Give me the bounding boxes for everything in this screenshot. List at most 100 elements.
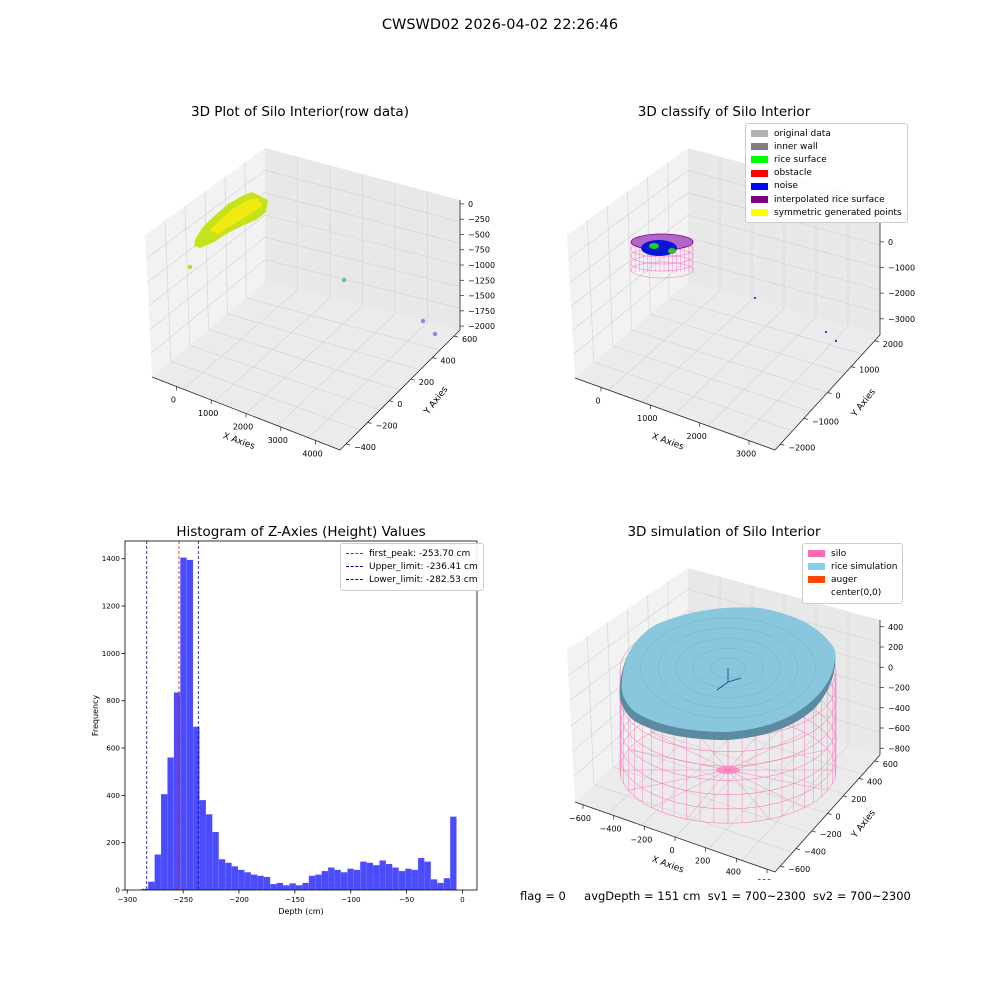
sim-auger [716, 681, 729, 691]
sim-rice-mesh-line [640, 617, 816, 719]
histogram-legend-item: first_peak: -253.70 cm [346, 547, 478, 560]
legend-swatch [808, 550, 825, 558]
raw-x-axis-label: X Axies [221, 431, 256, 452]
sim-y-tick-label: 200 [851, 795, 866, 804]
histogram-bar [443, 878, 451, 890]
sim-x-tick-label: 400 [726, 867, 741, 876]
sim-y-tick-label: −200 [820, 830, 842, 839]
histogram-bar [193, 726, 200, 890]
histogram-bar [405, 868, 412, 890]
raw-y-tick [410, 378, 415, 381]
histogram-bar [141, 888, 149, 890]
sim-floor-spoke [727, 769, 770, 820]
histogram-bar [392, 867, 399, 890]
histogram-x-tick-label: −100 [341, 895, 361, 904]
raw-z-tick-label: −1750 [468, 307, 495, 316]
histogram-bar [302, 882, 309, 890]
histogram-bar [373, 865, 380, 890]
histogram-bar [430, 879, 438, 890]
sim-z-tick-label: −400 [888, 704, 910, 713]
cls-rice-surface-cluster [649, 243, 659, 249]
cls-floor-pane [575, 282, 880, 450]
figure-title: CWSWD02 2026-04-02 22:26:46 [381, 17, 619, 33]
histogram-bar [334, 869, 341, 890]
raw-x-tick-label: 4000 [302, 450, 322, 459]
histogram-legend-item: Upper_limit: -236.41 cm [346, 560, 478, 573]
histogram-bar [167, 757, 174, 890]
legend-label: interpolated rice surface [774, 194, 885, 205]
histogram-bar [276, 882, 284, 890]
simulation-legend-item: rice simulation [808, 560, 897, 573]
raw-y-tick [389, 400, 394, 403]
cls-y-tick-label: −1000 [812, 417, 839, 426]
sim-z-tick-label: −200 [888, 684, 910, 693]
legend-label: noise [774, 181, 798, 192]
raw-z-tick-label: −500 [468, 230, 490, 239]
raw-y-tick-label: 400 [440, 357, 455, 366]
legend-label: original data [774, 128, 831, 139]
simulation-legend-item: silo [808, 547, 897, 560]
sim-y-tick-label: 0 [836, 813, 841, 822]
raw-z-tick-label: −1250 [468, 276, 495, 285]
simulation-legend-item: auger [808, 573, 897, 586]
cls-x-tick-label: 1000 [637, 414, 657, 423]
histogram-bar [340, 872, 348, 890]
histogram-y-axis-label: Frequency [91, 695, 100, 737]
raw-outlier-point [420, 318, 426, 324]
raw-plot-title: 3D Plot of Silo Interior(row data) [191, 104, 409, 120]
legend-line-swatch [346, 566, 363, 568]
cls-x-tick-label: 2000 [686, 432, 706, 441]
raw-y-tick [345, 443, 351, 446]
sim-auger [727, 677, 742, 683]
histogram-legend-item: Lower_limit: -282.53 cm [346, 573, 478, 586]
histogram-x-tick-label: 0 [460, 895, 465, 904]
histogram-title: Histogram of Z-Axies (Height) Values [176, 524, 426, 540]
raw-outlier-point [432, 331, 438, 337]
raw-y-tick [432, 357, 437, 359]
legend-label: first_peak: -253.70 cm [369, 548, 471, 559]
raw-rice-point-cloud-highlight [210, 198, 262, 234]
legend-swatch [751, 209, 768, 217]
raw-y-tick [453, 335, 459, 338]
simulation-legend: silo rice simulation auger center(0,0) [802, 543, 904, 604]
legend-swatch [751, 169, 768, 177]
raw-y-tick-label: −200 [376, 421, 398, 430]
histogram-bar [366, 862, 373, 890]
cls-y-tick [874, 340, 879, 343]
classify-legend: original data inner wall rice surface obsta… [745, 123, 908, 224]
raw-grid-line [145, 170, 266, 259]
flag-text: flag = 0 [520, 889, 566, 903]
histogram-y-tick-label: 800 [106, 696, 120, 705]
histogram-bar [308, 875, 316, 890]
sim-y-axis-label: Y Axies [849, 808, 878, 841]
histogram-bar [180, 557, 187, 890]
histogram-bar [283, 885, 290, 890]
histogram-plot-frame [124, 540, 478, 891]
raw-y-axis-line [339, 329, 461, 451]
cls-grid-line [568, 170, 689, 260]
classify-legend-item: symmetric generated points [751, 206, 902, 219]
sv1-text: sv1 = 700~2300 [707, 889, 806, 903]
raw-y-tick [367, 422, 372, 424]
raw-outlier-point [341, 277, 347, 283]
raw-x-tick-label: 1000 [198, 409, 218, 418]
cls-grid-line [669, 297, 863, 355]
histogram-bar [424, 861, 431, 890]
legend-swatch [808, 589, 825, 597]
cls-noise-point [835, 340, 837, 342]
sim-z-tick-label: 0 [888, 663, 893, 672]
simulation-3d-plot: −600−400−20002004006006004002000−200−400… [567, 568, 910, 880]
classify-plot-title: 3D classify of Silo Interior [637, 104, 811, 120]
raw-z-tick-label: −2000 [468, 322, 495, 331]
sim-y-tick [874, 760, 879, 763]
legend-label: rice surface [774, 154, 827, 165]
sim-floor-spoke [727, 732, 805, 771]
raw-y-tick-label: 0 [397, 400, 402, 409]
sim-y-tick [780, 865, 785, 868]
sim-floor-spoke [628, 749, 729, 771]
histogram-x-axis-label: Depth (cm) [278, 907, 323, 916]
sim-y-tick [858, 778, 864, 780]
sim-floor-center [716, 766, 740, 774]
histogram-bar [385, 863, 393, 890]
legend-swatch [751, 196, 768, 204]
